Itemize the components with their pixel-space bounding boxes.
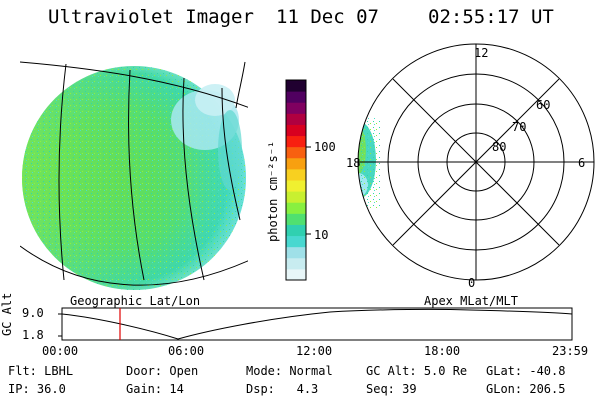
status-dsp: Dsp: 4.3 [246, 382, 319, 396]
header-date: 11 Dec 07 [276, 6, 379, 28]
colorbar-segment [286, 91, 306, 103]
colorbar-segment [286, 257, 306, 270]
colorbar-segment [286, 80, 306, 92]
timeline-plot [58, 307, 573, 341]
colorbar-segment [286, 113, 306, 125]
colorbar-segment [286, 180, 306, 192]
colorbar-segment [286, 235, 306, 248]
colorbar-segment [286, 191, 306, 203]
apex-label: Apex MLat/MLT [424, 294, 518, 308]
app-title: Ultraviolet Imager [48, 6, 254, 28]
timeline-x-tick: 12:00 [296, 344, 333, 358]
geographic-label: Geographic Lat/Lon [70, 294, 201, 308]
colorbar-unit-label: photon cm⁻²s⁻¹ [266, 140, 280, 242]
colorbar-segment [286, 157, 306, 170]
timeline-y-tick-max: 9.0 [22, 306, 44, 320]
status-ip: IP: 36.0 [8, 382, 66, 396]
mlt-label-18: 18 [346, 156, 361, 170]
status-door: Door: Open [126, 364, 199, 378]
status-gc-alt: GC Alt: 5.0 Re [366, 364, 468, 378]
mlt-label-0: 0 [468, 276, 476, 290]
polar-plot [357, 43, 595, 281]
colorbar-segment [286, 135, 306, 148]
status-gain: Gain: 14 [126, 382, 184, 396]
colorbar-segment [286, 268, 306, 281]
colorbar-tick-10: 10 [314, 228, 329, 242]
colorbar-segment [286, 202, 306, 214]
colorbar-segment [286, 102, 306, 114]
timeline-y-title: GC Alt [0, 292, 14, 336]
lat-label-70: 70 [512, 120, 527, 134]
timeline-x-tick: 00:00 [42, 344, 79, 358]
mlt-label-6: 6 [578, 156, 586, 170]
colorbar-segment [286, 124, 306, 137]
color-bar [285, 79, 311, 281]
status-flt: Flt: LBHL [8, 364, 74, 378]
colorbar-tick-100: 100 [314, 140, 336, 154]
timeline-x-tick: 23:59 [552, 344, 589, 358]
colorbar-segment [286, 146, 306, 159]
status-seq: Seq: 39 [366, 382, 417, 396]
mlt-label-12: 12 [474, 46, 489, 60]
timeline-y-tick-min: 1.8 [22, 328, 44, 342]
status-glat: GLat: -40.8 [486, 364, 566, 378]
status-mode: Mode: Normal [246, 364, 333, 378]
colorbar-segment [286, 213, 306, 225]
timeline-x-tick: 06:00 [168, 344, 205, 358]
timeline-x-tick: 18:00 [424, 344, 461, 358]
header-time: 02:55:17 UT [428, 6, 554, 28]
earth-image [22, 66, 246, 290]
lat-label-80: 80 [492, 140, 507, 154]
colorbar-segment [286, 246, 306, 259]
lat-label-60: 60 [536, 98, 551, 112]
status-glon: GLon: 206.5 [486, 382, 566, 396]
geographic-grid [20, 61, 248, 286]
colorbar-segment [286, 224, 306, 237]
colorbar-segment [286, 168, 306, 181]
